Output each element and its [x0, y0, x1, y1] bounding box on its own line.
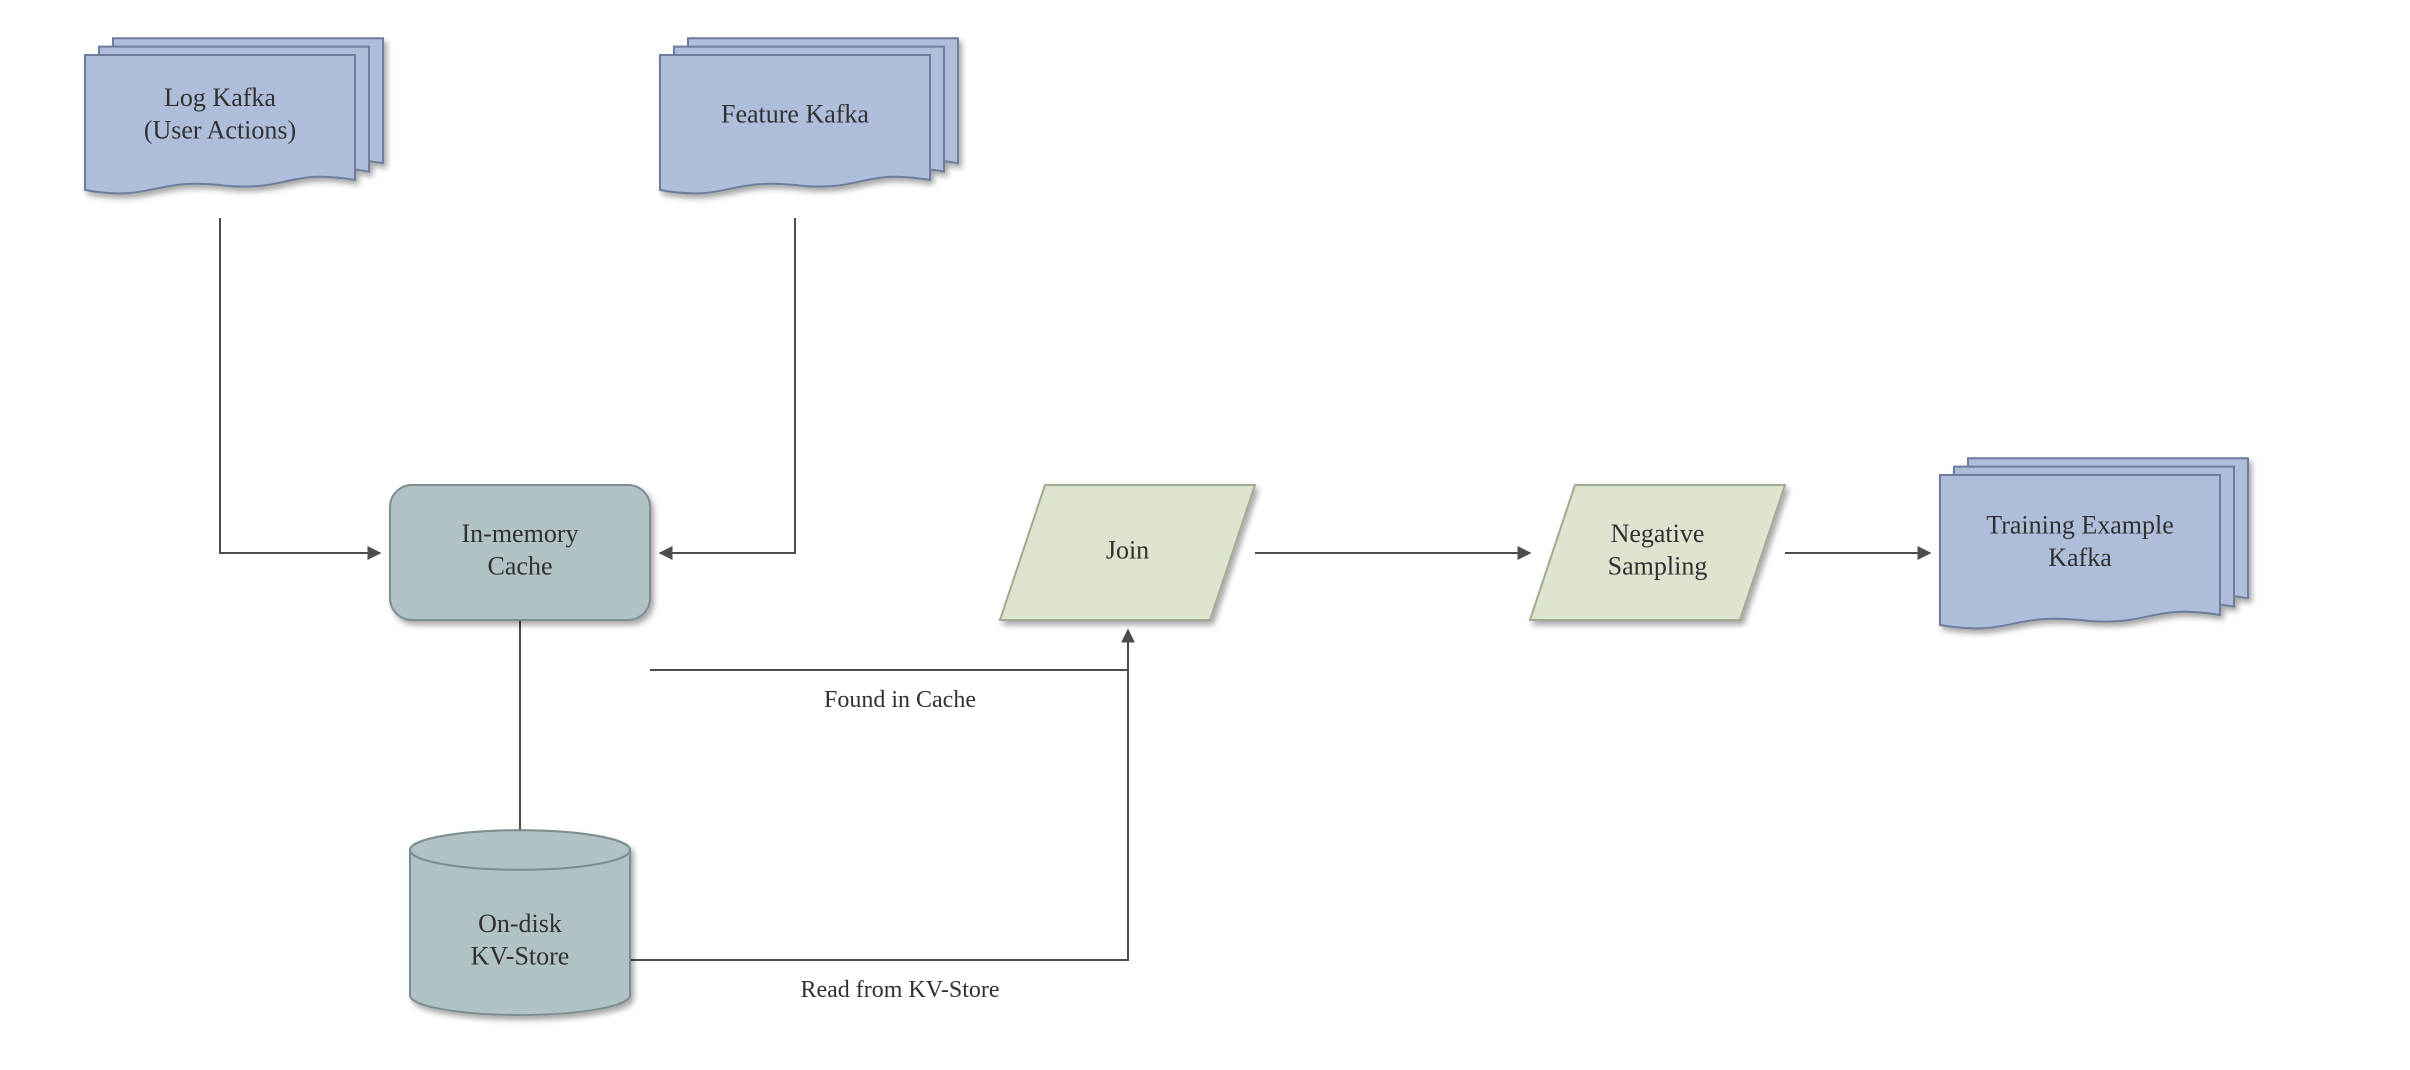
svg-text:In-memory: In-memory: [462, 519, 579, 548]
svg-text:KV-Store: KV-Store: [471, 942, 570, 971]
edge-label-cache_to_join: Found in Cache: [824, 687, 976, 713]
edge-cache_to_join: [650, 630, 1128, 670]
edge-feature_to_cache: [660, 218, 795, 553]
svg-text:Join: Join: [1106, 535, 1149, 564]
svg-text:Negative: Negative: [1611, 519, 1705, 548]
svg-text:Kafka: Kafka: [2048, 543, 2112, 572]
svg-text:Feature Kafka: Feature Kafka: [721, 99, 869, 128]
edge-label-kvstore_to_join: Read from KV-Store: [800, 977, 999, 1003]
svg-text:Sampling: Sampling: [1608, 552, 1708, 581]
svg-text:Training Example: Training Example: [1986, 511, 2174, 540]
flow-diagram: Found in Cache Read from KV-Store Log Kafk…: [0, 0, 2410, 1070]
edge-kvstore_to_join: [630, 670, 1128, 960]
svg-text:On-disk: On-disk: [478, 909, 562, 938]
svg-text:Log Kafka: Log Kafka: [164, 83, 276, 112]
svg-text:(User Actions): (User Actions): [144, 116, 296, 145]
svg-text:Cache: Cache: [488, 552, 553, 581]
edge-log_to_cache: [220, 218, 380, 553]
